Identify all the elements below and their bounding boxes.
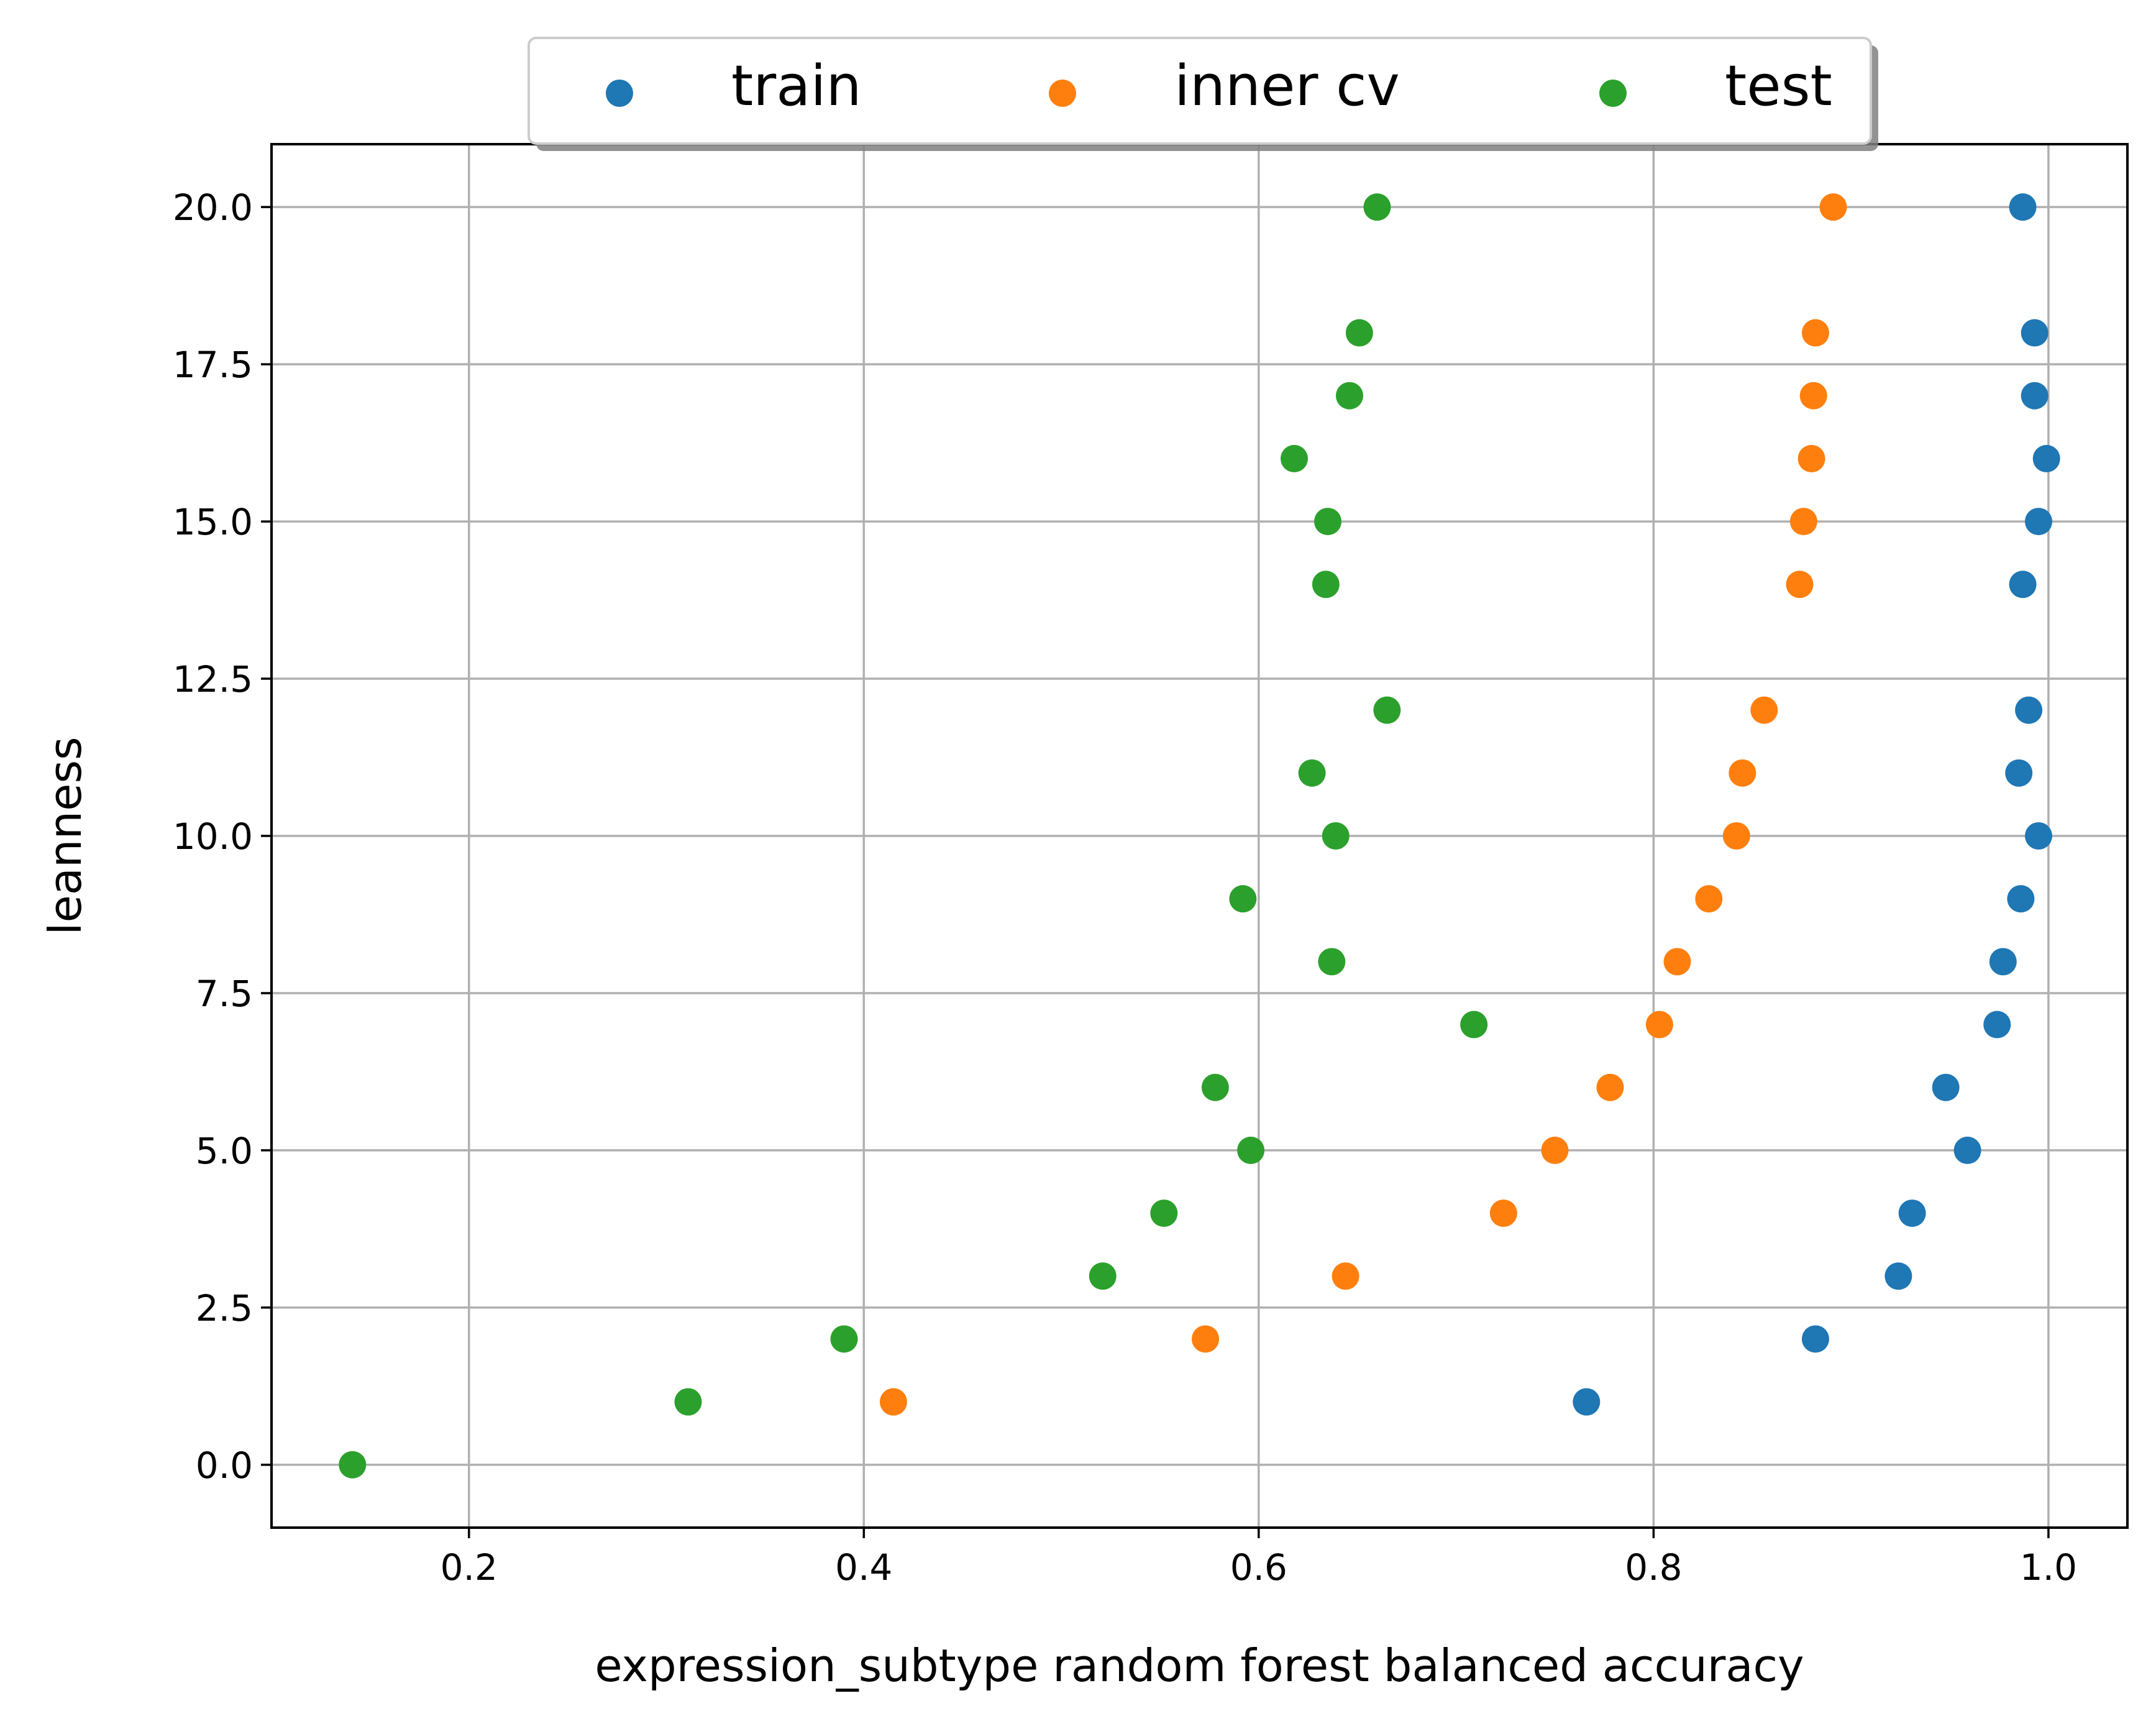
data-point — [1089, 1262, 1117, 1290]
y-tick-label: 7.5 — [196, 973, 253, 1015]
data-point — [2025, 508, 2053, 536]
data-point — [1345, 319, 1373, 347]
legend-label: train — [731, 53, 862, 119]
data-point — [2015, 696, 2043, 724]
data-point — [2032, 444, 2060, 472]
legend-label: test — [1725, 53, 1832, 119]
data-point — [1819, 193, 1847, 221]
data-point — [1541, 1136, 1569, 1164]
data-point — [1722, 822, 1750, 850]
data-point — [2009, 193, 2037, 221]
legend-box — [528, 37, 1872, 145]
y-tick-label: 15.0 — [173, 501, 253, 543]
legend: train inner cv test — [528, 37, 1878, 151]
data-point — [1363, 193, 1391, 221]
x-tick-label: 0.2 — [441, 1546, 498, 1589]
x-tick-label: 0.6 — [1230, 1546, 1287, 1589]
y-tick-label: 2.5 — [196, 1287, 253, 1329]
data-point — [1596, 1073, 1624, 1101]
data-point — [339, 1451, 367, 1479]
x-tick-label: 1.0 — [2020, 1546, 2077, 1589]
series-train — [1573, 193, 2060, 1416]
data-point — [1789, 508, 1817, 536]
data-point — [1797, 444, 1825, 472]
data-point — [2009, 571, 2037, 598]
data-point — [1150, 1199, 1178, 1227]
data-point — [1989, 948, 2017, 976]
data-point — [1373, 696, 1401, 724]
data-point — [1695, 885, 1723, 913]
y-axis-label: leanness — [39, 736, 91, 935]
data-point — [1237, 1136, 1265, 1164]
grid-lines — [272, 144, 2127, 1528]
legend-marker — [606, 80, 633, 107]
data-point — [1801, 1325, 1829, 1353]
data-point — [1953, 1136, 1981, 1164]
data-point — [2021, 319, 2049, 347]
axis-ticks: 0.2 0.4 0.6 0.8 1.0 0.0 2.5 5.0 7.5 10.0 12.5 15.0 1… — [173, 186, 2077, 1589]
data-point — [1932, 1073, 1960, 1101]
data-point — [1799, 382, 1827, 410]
data-point — [1318, 948, 1346, 976]
data-point — [1281, 444, 1309, 472]
x-tick-label: 0.4 — [835, 1546, 892, 1589]
data-point — [1312, 571, 1340, 598]
x-axis-label: expression_subtype random forest balance… — [595, 1640, 1804, 1692]
data-point — [1786, 571, 1814, 598]
data-point — [2007, 885, 2035, 913]
y-tick-label: 12.5 — [173, 658, 253, 700]
data-point — [2005, 759, 2033, 787]
y-tick-label: 17.5 — [173, 344, 253, 386]
data-point — [2021, 382, 2049, 410]
data-points — [339, 193, 2060, 1479]
data-point — [1983, 1011, 2011, 1039]
data-point — [1201, 1073, 1229, 1101]
data-point — [1298, 759, 1326, 787]
x-tick-label: 0.8 — [1625, 1546, 1682, 1589]
y-tick-label: 20.0 — [173, 186, 253, 229]
data-point — [1729, 759, 1756, 787]
data-point — [1884, 1262, 1912, 1290]
data-point — [1314, 508, 1342, 536]
y-tick-label: 5.0 — [196, 1130, 253, 1172]
legend-marker — [1049, 80, 1076, 107]
legend-label: inner cv — [1174, 53, 1400, 119]
data-point — [1573, 1388, 1601, 1416]
data-point — [1750, 696, 1778, 724]
y-tick-label: 10.0 — [173, 815, 253, 858]
data-point — [1192, 1325, 1220, 1353]
data-point — [1460, 1011, 1488, 1039]
data-point — [1489, 1199, 1517, 1227]
legend-marker — [1599, 80, 1627, 107]
series-inner-cv — [879, 193, 1847, 1416]
data-point — [830, 1325, 858, 1353]
data-point — [1663, 948, 1691, 976]
series-test — [339, 193, 1488, 1479]
data-point — [1332, 1262, 1359, 1290]
y-tick-label: 0.0 — [196, 1444, 253, 1487]
data-point — [879, 1388, 907, 1416]
data-point — [1801, 319, 1829, 347]
data-point — [1898, 1199, 1926, 1227]
data-point — [1645, 1011, 1673, 1039]
data-point — [2025, 822, 2053, 850]
data-point — [1229, 885, 1257, 913]
data-point — [1336, 382, 1364, 410]
data-point — [1322, 822, 1350, 850]
data-point — [674, 1388, 702, 1416]
